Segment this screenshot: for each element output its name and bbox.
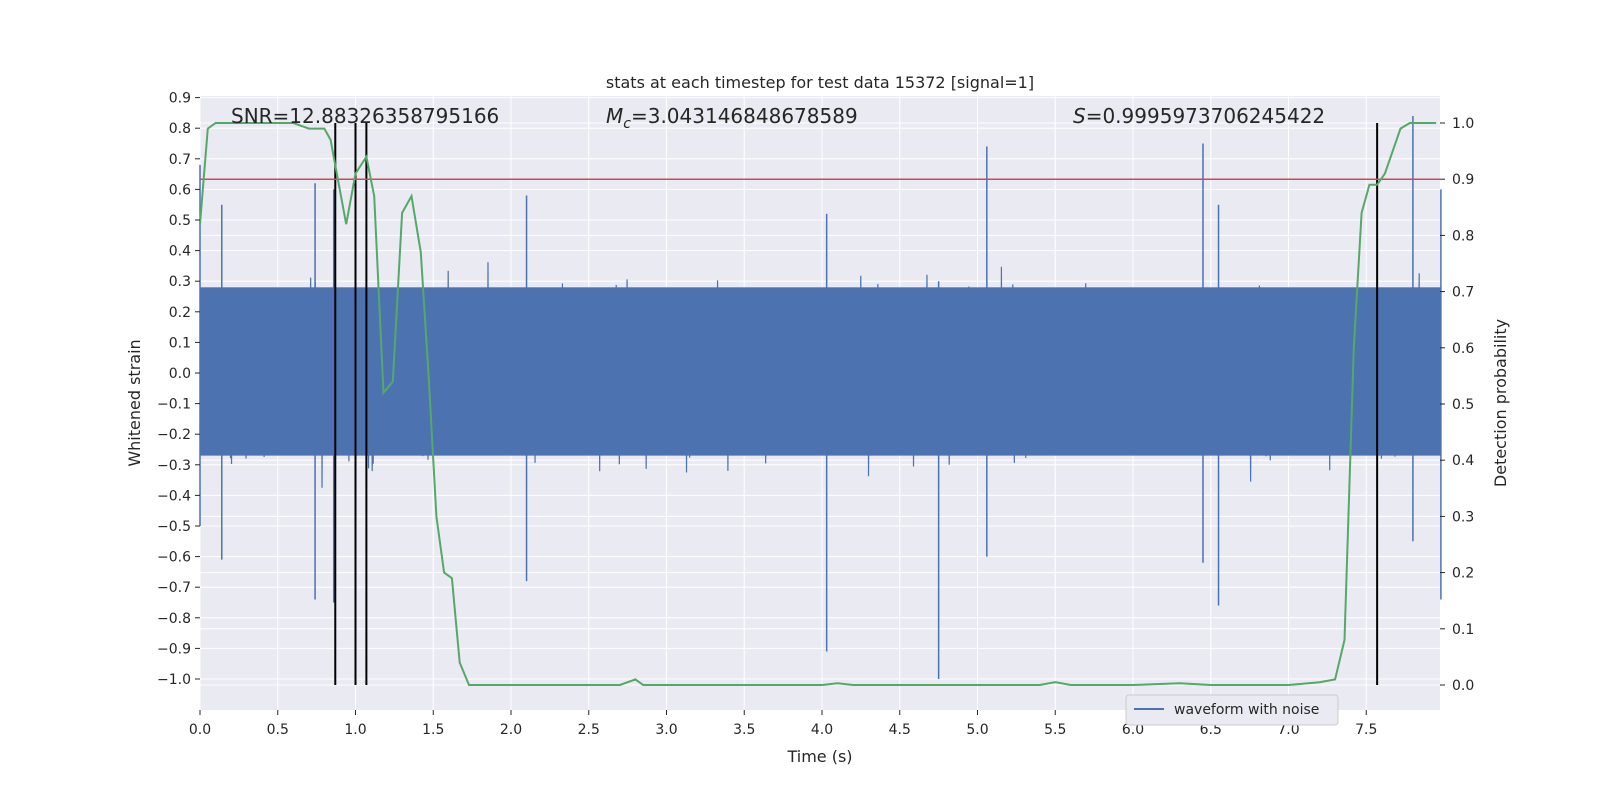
detection-probability-line <box>199 122 1437 686</box>
vertical-markers <box>334 123 1379 685</box>
y-tick-label: 0.2 <box>169 305 191 321</box>
y-tick-label: 0.1 <box>169 335 191 351</box>
y2-tick-label: 0.1 <box>1452 622 1474 638</box>
snr-annotation: SNR=12.88326358795166 <box>231 104 499 128</box>
y2-axis-label: Detection probability <box>1491 319 1510 487</box>
x-tick-label: 4.5 <box>889 722 911 738</box>
y2-tick-label: 0.9 <box>1452 172 1474 188</box>
y-tick-label: 0.8 <box>169 121 191 137</box>
y-tick-label: −0.3 <box>157 458 191 474</box>
x-tick-label: 3.5 <box>733 722 755 738</box>
x-tick-label: 7.0 <box>1277 722 1299 738</box>
legend-label: waveform with noise <box>1174 702 1319 718</box>
legend: waveform with noise <box>1125 694 1339 726</box>
x-tick-label: 3.0 <box>655 722 677 738</box>
x-tick-label: 1.5 <box>422 722 444 738</box>
x-tick-label: 5.5 <box>1044 722 1066 738</box>
y-tick-label: −0.1 <box>157 397 191 413</box>
x-tick-label: 6.0 <box>1122 722 1144 738</box>
y-tick-label: 0.7 <box>169 152 191 168</box>
y-tick-label: −0.7 <box>157 580 191 596</box>
y-tick-label: 0.4 <box>169 244 191 260</box>
y-tick-label: 0.5 <box>169 213 191 229</box>
y-tick-label: −0.9 <box>157 641 191 657</box>
y-tick-label: −0.5 <box>157 519 191 535</box>
y-tick-label: 0.3 <box>169 274 191 290</box>
score-annotation: S=0.9995973706245422 <box>1073 104 1325 128</box>
x-tick-label: 0.0 <box>189 722 211 738</box>
y2-tick-label: 0.6 <box>1452 341 1474 357</box>
x-tick-label: 7.5 <box>1355 722 1377 738</box>
x-axis-label: Time (s) <box>786 747 852 766</box>
y2-tick-label: 0.0 <box>1452 678 1474 694</box>
y2-tick-label: 0.3 <box>1452 509 1474 525</box>
x-tick-label: 2.5 <box>578 722 600 738</box>
waveform-dense-band <box>200 287 1441 456</box>
x-tick-label: 0.5 <box>267 722 289 738</box>
y2-tick-label: 0.8 <box>1452 228 1474 244</box>
y2-tick-label: 1.0 <box>1452 116 1474 132</box>
y2-tick-label: 0.7 <box>1452 285 1474 301</box>
y2-tick-label: 0.4 <box>1452 453 1474 469</box>
x-tick-label: 6.5 <box>1200 722 1222 738</box>
chirp-mass-annotation: Mc=3.043146848678589 <box>606 104 858 132</box>
y-axis-left-ticks: 0.9 0.8 0.7 0.6 0.5 0.4 0.3 0.2 0.1 0.0 −0.1 −0.2 −0… <box>157 91 200 688</box>
y-tick-label: −0.6 <box>157 550 191 566</box>
x-tick-label: 1.0 <box>344 722 366 738</box>
y-tick-label: −0.4 <box>157 488 191 504</box>
x-tick-label: 4.0 <box>811 722 833 738</box>
y-tick-label: −0.8 <box>157 611 191 627</box>
y2-tick-label: 0.5 <box>1452 397 1474 413</box>
y-axis-label: Whitened strain <box>125 339 144 466</box>
legend-box <box>1125 694 1339 726</box>
y-tick-label: 0.0 <box>169 366 191 382</box>
y-tick-label: −1.0 <box>157 672 191 688</box>
waveform-series <box>199 115 1442 679</box>
chart-title: stats at each timestep for test data 153… <box>606 73 1034 92</box>
x-tick-label: 2.0 <box>500 722 522 738</box>
y-tick-label: −0.2 <box>157 427 191 443</box>
y2-tick-label: 0.2 <box>1452 566 1474 582</box>
y-tick-label: 0.9 <box>169 91 191 107</box>
y-tick-label: 0.6 <box>169 182 191 198</box>
y-axis-right-ticks: 1.0 0.9 0.8 0.7 0.6 0.5 0.4 0.3 0.2 0.1 0.0 <box>1440 116 1474 694</box>
x-tick-label: 5.0 <box>966 722 988 738</box>
